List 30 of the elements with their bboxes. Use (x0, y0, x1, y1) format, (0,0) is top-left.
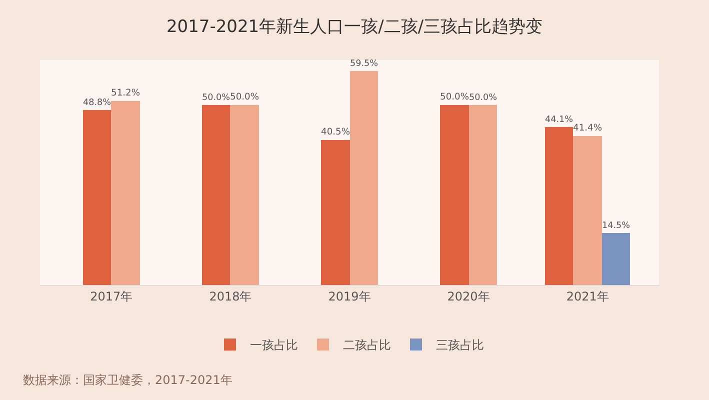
bar (350, 71, 378, 285)
x-tick-label: 2018年 (209, 289, 252, 304)
x-tick-label: 2019年 (328, 289, 371, 304)
x-tick-label: 2021年 (566, 289, 609, 304)
bar (321, 140, 350, 285)
data-label: 50.0% (202, 92, 230, 103)
legend-label: 三孩占比 (436, 338, 484, 352)
data-label: 50.0% (469, 92, 497, 103)
data-label: 50.0% (440, 92, 470, 103)
bar (83, 110, 111, 285)
x-tick-label: 2020年 (447, 289, 490, 304)
data-label: 50.0% (230, 92, 260, 103)
data-label: 51.2% (111, 88, 140, 99)
data-label: 40.5% (321, 128, 350, 138)
bar (230, 105, 259, 285)
data-label: 44.1% (545, 114, 573, 125)
x-tick-label: 2017年 (90, 289, 133, 304)
bar (440, 105, 469, 285)
bar (202, 105, 230, 285)
data-label: 14.5% (602, 220, 630, 231)
legend-label: 一孩占比 (250, 338, 298, 352)
data-label: 41.4% (573, 124, 602, 134)
source-note: 数据来源：国家卫健委，2017-2021年 (23, 373, 232, 387)
chart-title: 2017-2021年新生人口一孩/二孩/三孩占比趋势变 (166, 16, 543, 37)
data-label: 59.5% (350, 58, 378, 69)
bar (111, 101, 140, 285)
data-label: 48.8% (83, 98, 111, 108)
bar (469, 105, 497, 285)
legend-label: 二孩占比 (343, 338, 391, 352)
bar (602, 233, 630, 285)
